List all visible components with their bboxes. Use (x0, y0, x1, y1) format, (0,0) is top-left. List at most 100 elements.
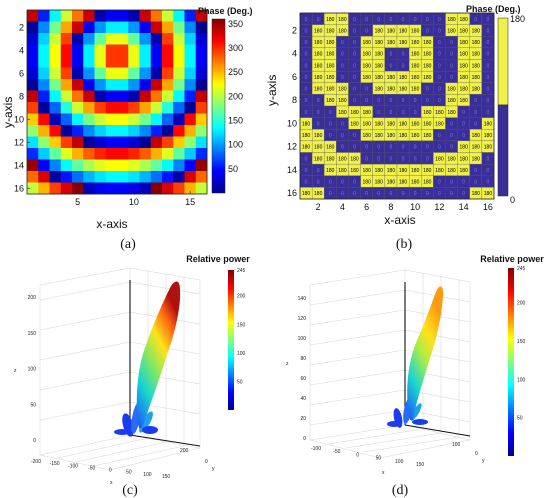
heat-cell (72, 79, 84, 91)
phase-cell-label: 0 (487, 156, 490, 162)
heat-cell (27, 182, 39, 195)
phase-cell-label: 0 (474, 98, 477, 104)
heat-cell (60, 90, 73, 103)
colorbar-b-tick-180: 180 (510, 14, 525, 24)
heat-cell (72, 102, 84, 114)
heat-cell (60, 67, 73, 80)
heat-cell (128, 136, 140, 149)
phase-cell-label: 0 (474, 17, 477, 23)
phase-cell-label: 180 (484, 145, 493, 151)
heat-cell (162, 90, 174, 103)
x-tick-label: 5 (75, 197, 80, 207)
heat-cell (49, 113, 62, 126)
panel-a: 5 10 15 2 4 6 8 10 12 14 16 y-axis x-axis 50 100 150… (1, 6, 253, 252)
phase-cell-label: 180 (399, 133, 408, 139)
y-tick-label: 6 (292, 72, 297, 82)
heat-cell (173, 102, 185, 114)
phase-cell-label: 0 (305, 98, 308, 104)
heat-cell (150, 21, 163, 34)
phase-cell-label: 0 (426, 145, 429, 151)
phase-cell-label: 0 (305, 63, 308, 69)
heat-cell (60, 33, 73, 45)
heat-cell (27, 136, 39, 149)
heat-cell (60, 148, 73, 160)
heat-cell (27, 171, 39, 183)
phase-cell-label: 180 (484, 133, 493, 139)
y-tick-label: 10 (287, 118, 297, 128)
heat-cell (105, 79, 118, 91)
phase-cell-label: 180 (460, 17, 469, 23)
phase-cell-label: 0 (390, 52, 393, 58)
heat-cell (38, 56, 50, 68)
heat-cell (128, 182, 140, 195)
heat-cell (27, 159, 39, 172)
y-tick-label: 12 (14, 137, 24, 147)
heat-cell (184, 79, 197, 91)
heat-cell (173, 67, 185, 80)
phase-cell-label: 180 (314, 52, 323, 58)
phase-cell-label: 180 (460, 75, 469, 81)
colorbar-d (508, 268, 514, 456)
phase-cell-label: 180 (411, 168, 420, 174)
phase-cell-label: 180 (375, 75, 384, 81)
colorbar-tick-label: 50 (517, 416, 523, 422)
z-tick-label: 60 (300, 376, 306, 382)
phase-cell-label: 0 (353, 75, 356, 81)
colorbar-ticks-d: 50 100 150 200 245 (517, 266, 526, 422)
y-tick-label: 4 (19, 45, 24, 55)
heat-cell (27, 90, 39, 103)
heat-cell (139, 182, 152, 195)
phase-cell-label: 0 (487, 28, 490, 34)
x-tick-label: 10 (129, 197, 139, 207)
phase-cell-label: 180 (302, 121, 311, 127)
phase-cell-label: 180 (387, 180, 396, 186)
heat-cell (49, 33, 62, 45)
phase-cell-label: 180 (460, 40, 469, 46)
phase-cell-label: 0 (402, 110, 405, 116)
z-axis-label-d: z (286, 361, 289, 367)
phase-cell-label: 180 (411, 75, 420, 81)
phase-cell-label: 0 (426, 191, 429, 197)
phase-cell-label: 0 (305, 168, 308, 174)
phase-cell-label: 180 (387, 75, 396, 81)
phase-cell-label: 180 (399, 40, 408, 46)
heat-cell (139, 113, 152, 126)
z-tick-label: 20 (300, 416, 306, 422)
y-tick-label: 4 (292, 49, 297, 59)
heat-cell (27, 79, 39, 91)
phase-cell-label: 0 (329, 191, 332, 197)
heat-cell (117, 125, 129, 137)
phase-cell-label: 180 (472, 156, 481, 162)
phase-cell-label: 0 (402, 17, 405, 23)
panel-c: 0 50 100 150 200 -200 -150 -100 -50 0 50 100 150 0 … (14, 254, 250, 498)
heat-cell (173, 33, 185, 45)
phase-cell-label: 180 (423, 75, 432, 81)
colorbar-a (211, 18, 226, 194)
phase-cell-label: 0 (414, 98, 417, 104)
colorbar-tick-label: 245 (517, 266, 526, 272)
z-tick-label: 0 (33, 438, 36, 444)
heat-cell (38, 33, 50, 45)
heat-cell (94, 56, 107, 68)
z-ticks-d: 0 20 40 60 80 100 120 140 (298, 296, 307, 442)
heat-cell (162, 159, 174, 172)
heat-cell (94, 159, 107, 172)
phase-binary-map-b: 0 0 180 180 0 0 0 0 0 0 0 0 180 180 0 00 180 180 180 0 0 180 1… (299, 12, 495, 200)
heat-cell (150, 44, 163, 57)
heat-cell (117, 21, 129, 34)
phase-cell-label: 180 (302, 145, 311, 151)
heat-cell (117, 90, 129, 103)
heat-cell (195, 159, 208, 172)
phase-cell-label: 0 (353, 133, 356, 139)
phase-cell-label: 180 (363, 180, 372, 186)
heat-cell (105, 21, 118, 34)
phase-cell-label: 0 (438, 87, 441, 93)
phase-cell-label: 180 (472, 133, 481, 139)
heat-cell (184, 44, 197, 57)
phase-cell-label: 180 (435, 168, 444, 174)
phase-cell-label: 180 (363, 52, 372, 58)
heat-cell (184, 33, 197, 45)
heat-cell (83, 102, 95, 114)
heat-cell (139, 67, 152, 80)
